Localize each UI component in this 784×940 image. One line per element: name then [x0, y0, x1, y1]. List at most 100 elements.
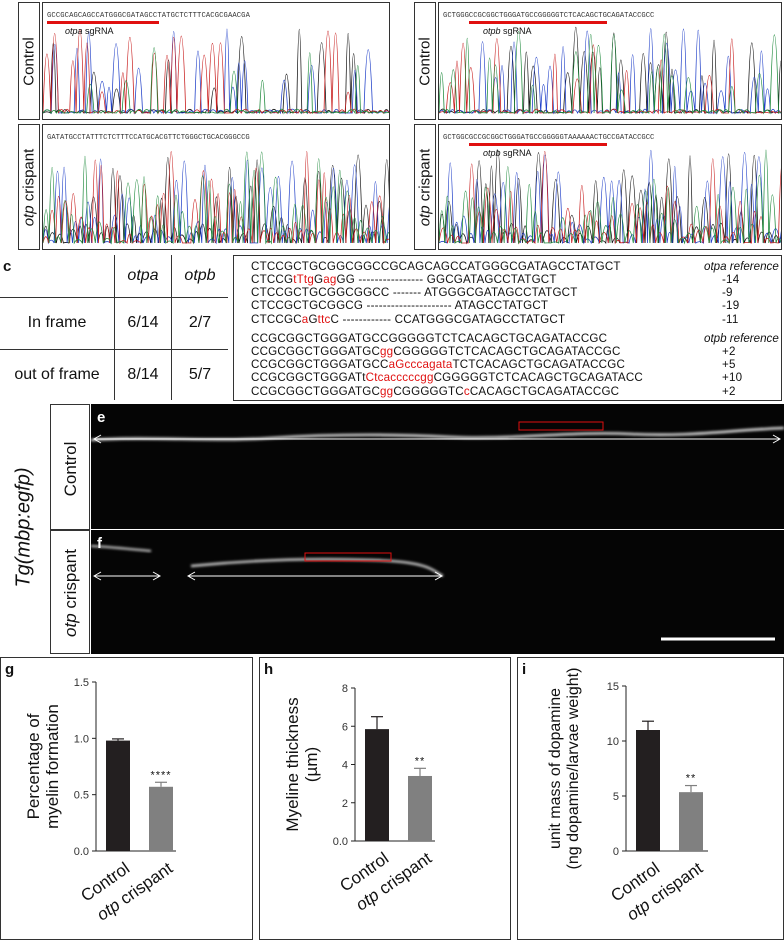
- panel-b-control-label-box: Control: [414, 2, 436, 120]
- y-tick-label: 15: [607, 681, 619, 693]
- significance-label: **: [415, 755, 426, 767]
- significance-label: **: [686, 773, 697, 785]
- bar: [365, 729, 389, 841]
- y-tick-label: 0.0: [74, 846, 89, 858]
- panel-a-sgrna-label: otpa sgRNA: [65, 26, 114, 36]
- bar: [149, 786, 173, 851]
- chromatogram-trace: [43, 47, 389, 115]
- panel-ef-side-label-box: Tg(mbp:egfp): [0, 404, 48, 654]
- chromatogram-trace: [439, 149, 781, 245]
- table-row-label: In frame: [0, 296, 115, 350]
- panel-b-crispant-label: otp crispant: [416, 148, 434, 227]
- panel-i: i 0 5 10 15 unit mass of dopamine(ng dopamin…: [517, 657, 784, 940]
- otpb-reference-label: otpb reference: [704, 332, 779, 345]
- sequence-line: CCGCGGCTGGGATGCggCGGGGGTCTCACAGCTGCAGATA…: [251, 345, 621, 358]
- sequence-line: CTCCGCaGttcC ------------ CCATGGGCGATAGC…: [251, 312, 566, 326]
- chromatogram-trace: [43, 151, 389, 245]
- table-row-label: out of frame: [0, 348, 115, 400]
- otpa-reference-label: otpa reference: [704, 260, 779, 273]
- otpb-reference-seq: CCGCGGCTGGGATGCCGGGGGTCTCACAGCTGCAGATACC…: [251, 332, 608, 345]
- panel-a-crispant-trace: GATATGCCTATTTCTCTTTCCATGCACGTTCTGGGCTGCA…: [42, 124, 390, 250]
- panel-b-crispant-sequence: GCTGGCGCCGCGGCTGGGATGCCGGGGGTAAAAAACTGCC…: [443, 134, 655, 142]
- myelin-sheath-crispant-2: [190, 558, 444, 578]
- otpa-reference-seq: CTCCGCTGCGGCGGCCGCAGCAGCCATGGGCGATAGCCTA…: [251, 260, 621, 273]
- chromatogram-trace: [439, 31, 781, 115]
- panel-e-letter: e: [97, 409, 106, 426]
- panel-g-letter: g: [5, 661, 15, 678]
- panel-b-control-trace: GCTGGGCCGCGGCTGGGATGCCGGGGGTCTCACAGCTGCA…: [438, 2, 782, 120]
- panel-a-control-label: Control: [20, 37, 38, 86]
- panel-a-crispant-chromatogram: [43, 151, 389, 245]
- panel-e-control-label: Control: [61, 441, 80, 497]
- indel-size: +5: [722, 358, 736, 372]
- panel-g: g 0.0 0.5 1.0 1.5 Percentage ofmyelin format…: [0, 657, 253, 940]
- table-row: In frame 6/14 2/7: [0, 296, 228, 350]
- indel-size: -14: [722, 273, 740, 286]
- indel-size: +2: [722, 384, 736, 398]
- chromatogram-trace: [43, 29, 389, 115]
- panel-b-control-label: Control: [416, 37, 434, 86]
- myelin-sheath-control: [91, 426, 784, 442]
- measure-box-control: [518, 421, 604, 431]
- panel-a-control-trace: GCCGCAGCAGCCATGGGCGATAGCCTATGCTCTTTCACGC…: [42, 2, 390, 120]
- panel-h-letter: h: [264, 661, 274, 678]
- panel-f-label-box: otp crispant: [50, 530, 90, 654]
- panel-b-crispant-trace: GCTGGCGCCGCGGCTGGGATGCCGGGGGTAAAAAACTGCC…: [438, 124, 782, 250]
- y-tick-label: 1.0: [74, 733, 89, 745]
- table-header-otpb: otpb: [171, 255, 228, 298]
- y-tick-label: 0.0: [333, 836, 348, 848]
- bar: [106, 740, 130, 851]
- y-tick-label: 5: [613, 791, 619, 803]
- panel-h: h 0.0 2 4 6 8 Myeline thickness(µm) Control ** o…: [259, 657, 511, 940]
- chart-g: 0.0 0.5 1.0 1.5 Percentage ofmyelin formatio…: [24, 677, 176, 925]
- table-header-otpa: otpa: [114, 255, 172, 298]
- sequence-line: CCGCGGCTGGGATGCCaGcccagataTCTCACAGCTGCAG…: [251, 358, 626, 372]
- chromatogram-trace: [439, 149, 781, 245]
- panel-c-table: otpa otpb In frame 6/14 2/7 out of frame…: [0, 255, 228, 400]
- panel-a-control-chromatogram: [43, 28, 389, 115]
- panel-f-letter: f: [97, 535, 102, 552]
- table-cell: 5/7: [171, 348, 228, 400]
- panel-b-sgrna-label: otpb sgRNA: [483, 26, 532, 36]
- y-tick-label: 6: [342, 721, 348, 733]
- sequence-line: CTCCGCTGCGGCG --------------------- ATAG…: [251, 299, 549, 313]
- panel-b-crispant-sgrna-bar: [469, 143, 607, 146]
- y-tick-label: 8: [342, 683, 348, 695]
- y-tick-label: 0: [613, 846, 619, 858]
- table-cell: 2/7: [171, 296, 228, 350]
- chromatogram-trace: [439, 38, 781, 115]
- significance-label: ****: [150, 769, 171, 781]
- panel-a-control-sequence: GCCGCAGCAGCCATGGGCGATAGCCTATGCTCTTTCACGC…: [47, 12, 251, 20]
- y-tick-label: 2: [342, 798, 348, 810]
- bar: [679, 792, 703, 851]
- panel-b-crispant-sgrna-label: otpb sgRNA: [483, 148, 532, 158]
- panel-f-micrograph: f: [91, 530, 784, 654]
- y-tick-label: 1.5: [74, 677, 89, 689]
- sequence-line: CTCCGtTtgGagGG ---------------- GGCGATAG…: [251, 273, 557, 286]
- panel-b-crispant-label-box: otp crispant: [414, 124, 436, 250]
- indel-size: -11: [722, 312, 739, 326]
- sequence-line: CCGCGGCTGGGATtCtcacccccggCGGGGGTCTCACAGC…: [251, 371, 643, 385]
- panel-b-crispant-chromatogram: [439, 149, 781, 245]
- panel-b: Control GCTGGGCCGCGGCTGGGATGCCGGGGGTCTCA…: [396, 0, 784, 252]
- panel-a-crispant-label-box: otp crispant: [18, 124, 40, 250]
- tg-mbp-egfp-label: Tg(mbp:egfp): [12, 467, 35, 588]
- panel-a-sgrna-bar: [47, 21, 159, 24]
- table-corner: [0, 255, 115, 298]
- y-tick-label: 4: [342, 760, 348, 772]
- y-axis-label: unit mass of dopamine(ng dopamine/larvae…: [547, 668, 582, 870]
- panel-e-label-box: Control: [50, 404, 90, 530]
- panel-b-control-sequence: GCTGGGCCGCGGCTGGGATGCCGGGGGTCTCACAGCTGCA…: [443, 12, 655, 20]
- indel-size: -19: [722, 299, 740, 313]
- sequence-line: CTCCGCTGCGGCGGCC ------- ATGGGCGATAGCCTA…: [251, 286, 578, 300]
- panel-a-crispant-label: otp crispant: [20, 148, 38, 227]
- panel-e-micrograph: e: [91, 404, 784, 529]
- panel-b-control-chromatogram: [439, 26, 781, 115]
- panel-a-crispant-sequence: GATATGCCTATTTCTCTTTCCATGCACGTTCTGGGCTGCA…: [47, 134, 250, 142]
- panel-b-sgrna-bar: [469, 21, 607, 24]
- indel-size: +10: [722, 371, 743, 385]
- chart-i: 0 5 10 15 unit mass of dopamine(ng dopamine/…: [547, 668, 708, 925]
- panel-f-crispant-label: otp crispant: [61, 549, 80, 637]
- y-tick-label: 10: [607, 736, 619, 748]
- indel-size: -9: [722, 286, 733, 300]
